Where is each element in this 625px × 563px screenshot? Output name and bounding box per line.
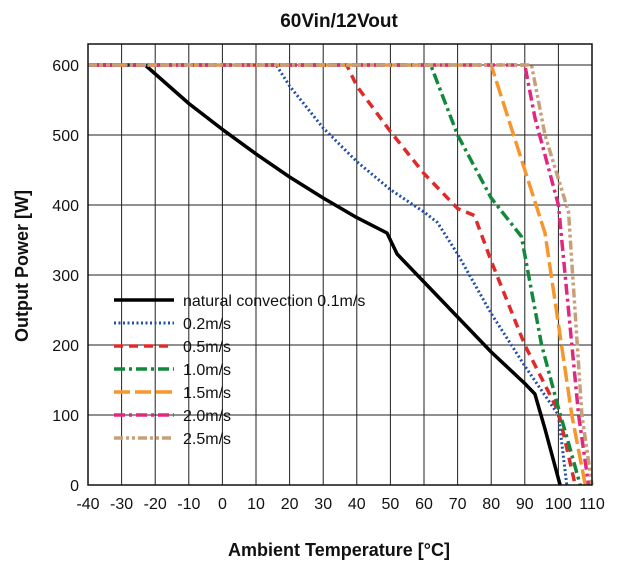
- x-tick-label: 70: [449, 496, 467, 513]
- y-tick-label: 0: [70, 478, 79, 495]
- x-tick-label: 100: [545, 496, 572, 513]
- x-tick-label: 30: [314, 496, 332, 513]
- y-axis-label: Output Power [W]: [12, 190, 32, 342]
- y-tick-label: 200: [52, 338, 79, 355]
- x-tick-label: 0: [218, 496, 227, 513]
- x-tick-label: 50: [382, 496, 400, 513]
- x-tick-label: 20: [281, 496, 299, 513]
- x-tick-label: -20: [144, 496, 167, 513]
- x-tick-label: 40: [348, 496, 366, 513]
- grid: [87, 44, 593, 486]
- x-tick-label: -40: [76, 496, 99, 513]
- legend-label-0: natural convection 0.1m/s: [183, 293, 365, 310]
- series-line-0: [88, 63, 562, 486]
- legend-label-6: 2.5m/s: [183, 431, 231, 448]
- legend-label-3: 1.0m/s: [183, 362, 231, 379]
- series-layer: [88, 63, 594, 486]
- series-line-1: [88, 63, 569, 486]
- x-tick-label: -10: [177, 496, 200, 513]
- legend-label-5: 2.0m/s: [183, 408, 231, 425]
- tick-labels: -40 -30 -20 -10 0 10 20 30 40 50 60 70 80 90 100 110 0 10…: [52, 58, 605, 513]
- x-tick-label: 110: [579, 496, 605, 513]
- y-tick-label: 400: [52, 198, 79, 215]
- x-tick-label: 90: [516, 496, 534, 513]
- x-axis-label: Ambient Temperature [°C]: [228, 540, 450, 560]
- x-tick-label: -30: [110, 496, 133, 513]
- plot-frame: [87, 43, 593, 486]
- series-line-6: [88, 63, 594, 486]
- y-tick-label: 500: [52, 128, 79, 145]
- chart-title: 60Vin/12Vout: [280, 11, 398, 32]
- y-tick-label: 600: [52, 58, 79, 75]
- y-tick-label: 300: [52, 268, 79, 285]
- x-tick-label: 10: [247, 496, 265, 513]
- legend-label-4: 1.5m/s: [183, 385, 231, 402]
- x-tick-label: 80: [482, 496, 500, 513]
- x-tick-label: 60: [415, 496, 433, 513]
- legend-label-2: 0.5m/s: [183, 339, 231, 356]
- series-line-3: [88, 63, 582, 486]
- legend: natural convection 0.1m/s 0.2m/s 0.5m/s 1.0…: [114, 293, 365, 448]
- series-line-2: [88, 63, 577, 486]
- y-tick-label: 100: [52, 408, 79, 425]
- legend-label-1: 0.2m/s: [183, 316, 231, 333]
- series-line-5: [88, 63, 591, 486]
